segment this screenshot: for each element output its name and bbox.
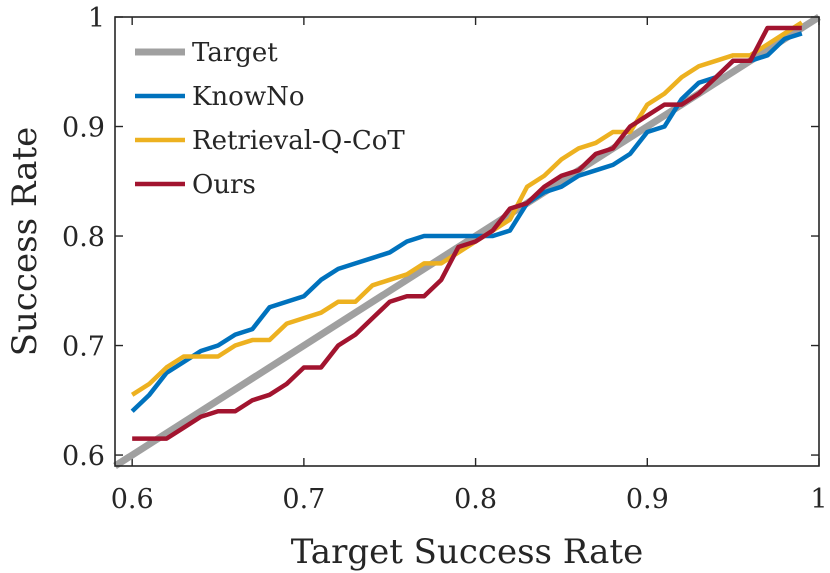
legend-label-retrieval-q-cot: Retrieval-Q-CoT [192,126,405,156]
x-tick-label: 1 [810,484,827,515]
x-tick-label: 0.9 [626,484,669,515]
legend: Target KnowNo Retrieval-Q-CoT Ours [135,38,405,200]
x-axis-title: Target Success Rate [291,532,643,572]
y-tick-label: 0.8 [62,222,105,253]
y-axis-title: Success Rate [5,127,45,357]
series-line-retrieval-q-cot [130,20,804,397]
y-tick-label: 1 [88,3,105,34]
axis-ticks: 0.6 0.7 0.8 0.9 1 0.6 0.7 0.8 0.9 1 [62,3,828,515]
y-tick-label: 0.9 [62,113,105,144]
axes-box [114,16,820,467]
legend-label-target: Target [192,38,278,68]
legend-label-ours: Ours [192,170,256,200]
legend-label-knowno: KnowNo [192,82,304,112]
y-tick-label: 0.6 [62,441,105,472]
x-tick-label: 0.8 [454,484,497,515]
x-tick-label: 0.6 [111,484,154,515]
series-layer [113,14,821,469]
series-line-knowno [130,31,803,413]
series-line-ours [132,25,802,441]
x-tick-label: 0.7 [282,484,325,515]
y-tick-label: 0.7 [62,332,105,363]
